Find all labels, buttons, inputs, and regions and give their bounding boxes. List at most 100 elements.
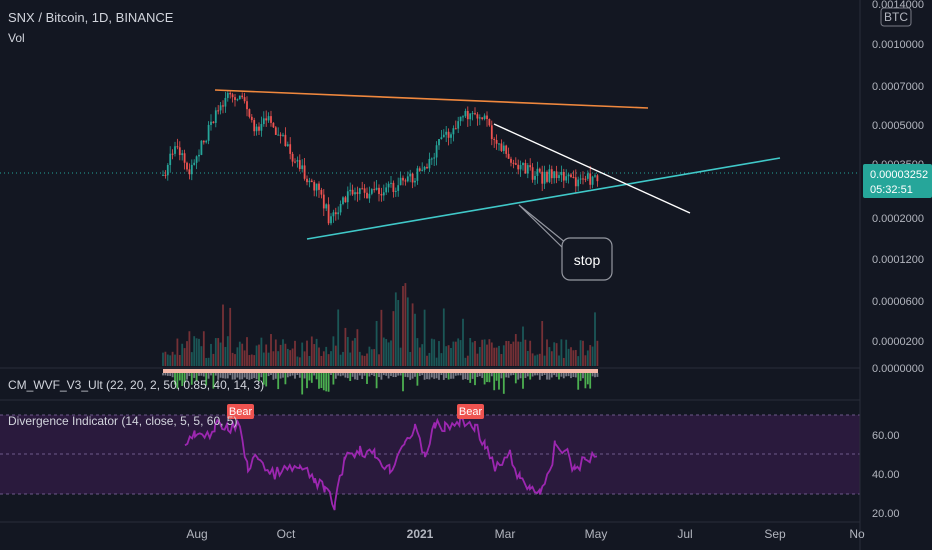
- volume-bar: [459, 340, 462, 366]
- wvf-bar: [402, 373, 404, 392]
- volume-bar: [313, 344, 316, 366]
- wvf-bar: [284, 373, 287, 385]
- wvf-bar: [219, 373, 222, 378]
- wvf-bar: [462, 373, 464, 380]
- volume-bar: [591, 346, 594, 366]
- stop-callout-box[interactable]: [561, 237, 613, 281]
- candle-body: [517, 164, 520, 170]
- candle-body: [522, 163, 524, 166]
- volume-bar: [562, 357, 565, 366]
- volume-bar: [258, 344, 260, 366]
- candle-body: [447, 131, 450, 138]
- volume-bar: [385, 339, 388, 366]
- volume-bar: [282, 339, 284, 366]
- wvf-bar: [385, 373, 388, 376]
- wvf-bar: [486, 373, 488, 383]
- wvf-bar: [267, 373, 270, 377]
- price-axis[interactable]: 0.0014000 BTC 0.0010000 0.0007000 0.0005…: [863, 0, 932, 520]
- wvf-bar: [250, 373, 253, 379]
- time-tick: Mar: [495, 527, 516, 541]
- rsi-line: [184, 416, 598, 511]
- volume-bar: [265, 344, 268, 366]
- volume-bar: [450, 348, 452, 366]
- volume-bar: [246, 337, 248, 366]
- volume-bar: [373, 349, 376, 366]
- wvf-legend[interactable]: CM_WVF_V3_Ult (22, 20, 2, 50, 0.85, 40, …: [8, 378, 265, 392]
- volume-bar: [217, 338, 220, 366]
- volume-bar: [205, 357, 208, 366]
- candle-body: [586, 173, 589, 179]
- wvf-bar: [591, 373, 594, 377]
- volume-bar: [567, 348, 570, 366]
- divergence-legend[interactable]: Divergence Indicator (14, close, 5, 5, 6…: [8, 414, 238, 428]
- wvf-bar: [490, 373, 493, 377]
- volume-bar: [214, 338, 217, 366]
- wvf-bar: [248, 373, 251, 380]
- wvf-bar: [339, 373, 342, 377]
- wvf-bar: [298, 373, 301, 378]
- last-price-tag[interactable]: [863, 164, 932, 198]
- volume-bar: [327, 354, 330, 366]
- candle-body: [210, 121, 212, 125]
- wvf-bar: [190, 373, 193, 385]
- candle-body: [346, 191, 349, 203]
- bear-marker[interactable]: Bear: [457, 404, 484, 419]
- candle-body: [426, 166, 428, 169]
- candle-body: [452, 128, 455, 135]
- volume-bar: [315, 338, 318, 366]
- candle-body: [339, 203, 342, 213]
- volume-bar: [406, 297, 409, 366]
- time-tick: May: [585, 527, 608, 541]
- currency-badge[interactable]: [880, 7, 912, 27]
- volume-bar: [272, 351, 275, 366]
- bear-marker[interactable]: Bear: [227, 404, 254, 419]
- wvf-bar: [178, 373, 181, 381]
- descending-trendline[interactable]: [493, 123, 691, 214]
- candle-body: [313, 182, 316, 191]
- volume-bar: [526, 350, 529, 366]
- price-tick: 0.0000600: [872, 296, 924, 308]
- volume-legend[interactable]: Vol: [8, 31, 25, 45]
- candle-body: [450, 134, 452, 138]
- wvf-bar: [346, 373, 349, 379]
- volume-bar: [476, 353, 479, 366]
- volume-bar: [164, 351, 167, 366]
- candle-body: [375, 187, 378, 190]
- wvf-bar: [452, 373, 455, 379]
- volume-bar: [195, 338, 198, 366]
- volume-bar: [291, 348, 294, 366]
- candle-body: [205, 140, 208, 143]
- volume-bar: [394, 292, 397, 366]
- volume-bar: [541, 321, 544, 366]
- candlestick-series[interactable]: [162, 89, 599, 226]
- candle-body: [174, 146, 176, 154]
- wvf-bar: [394, 373, 397, 378]
- candle-body: [258, 126, 260, 131]
- volume-bar: [286, 348, 289, 366]
- volume-bar: [572, 350, 575, 366]
- wvf-bar: [574, 373, 577, 378]
- stop-callout-label: stop: [574, 252, 601, 268]
- candle-body: [596, 175, 599, 182]
- volume-bar: [423, 309, 426, 366]
- wvf-bar: [562, 373, 565, 379]
- support-trendline[interactable]: [306, 157, 781, 240]
- time-axis[interactable]: Aug Oct 2021 Mar May Jul Sep No: [186, 527, 865, 541]
- candle-body: [200, 140, 203, 155]
- volume-bar: [171, 351, 174, 366]
- wvf-bar: [198, 373, 200, 376]
- resistance-trendline[interactable]: [214, 89, 649, 109]
- candle-body: [402, 177, 404, 181]
- candle-body: [236, 99, 239, 101]
- wvf-bar: [445, 373, 448, 378]
- candle-body: [411, 173, 414, 183]
- symbol-title[interactable]: SNX / Bitcoin, 1D, BINANCE: [8, 10, 174, 25]
- volume-bar: [289, 350, 292, 366]
- price-tick: 0.0000200: [872, 336, 924, 348]
- volume-bar: [433, 339, 436, 366]
- volume-bar: [234, 354, 236, 366]
- volume-bar: [279, 344, 282, 366]
- candle-body: [454, 128, 457, 130]
- wvf-bar: [366, 373, 368, 384]
